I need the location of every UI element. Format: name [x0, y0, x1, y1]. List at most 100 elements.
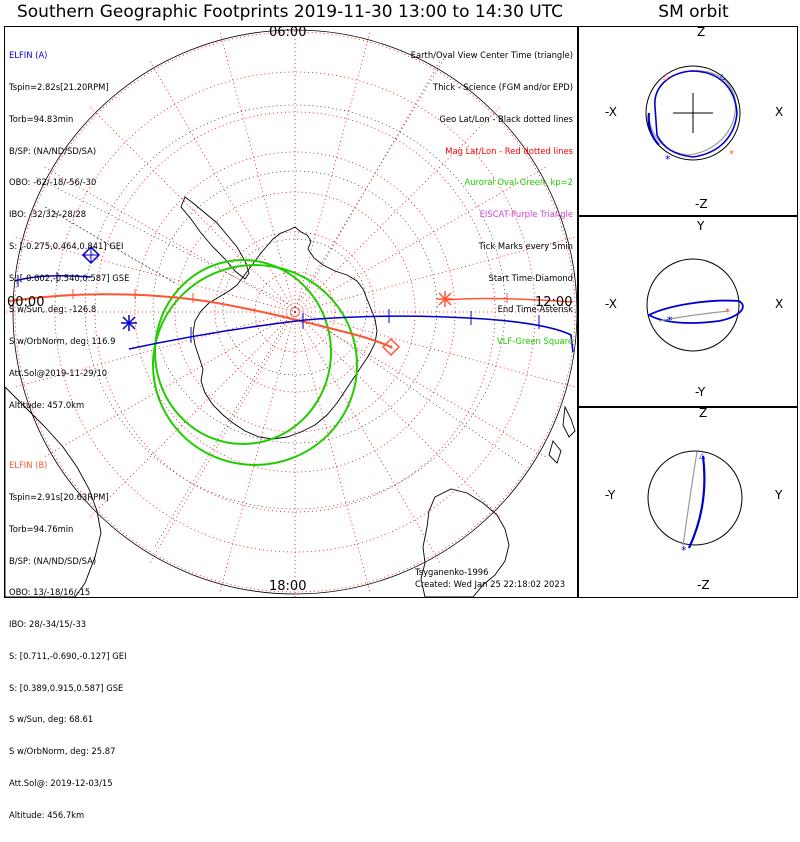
mag-meridian: [294, 106, 501, 313]
elfin-b-line: Altitude: 456.7km: [9, 809, 85, 820]
elfin-b-triangle: △: [663, 72, 670, 81]
elfin-b-ticks: [72, 289, 508, 303]
elfin-b-line: S w/OrbNorm, deg: 25.87: [9, 746, 116, 757]
legend-item: Earth/Oval View Center Time (triangle): [410, 50, 573, 61]
africa-coastline: [5, 386, 102, 597]
elfin-b-line: Att.Sol@: 2019-12-03/15: [9, 778, 113, 788]
elfin-b-line: S: [0.711,-0.690,-0.127] GEI: [9, 650, 127, 661]
model-credit: Tsyganenko-1996: [415, 567, 489, 577]
sm3-top-label: Z: [699, 406, 708, 420]
mag-meridian: [294, 311, 576, 388]
mag-meridian: [294, 311, 501, 518]
sm2-bottom-label: -Y: [695, 385, 706, 399]
earth-circle: [647, 450, 743, 546]
sm2-left-label: -X: [605, 297, 617, 311]
sm1-right-label: X: [775, 105, 784, 119]
elfin-b-track: [8, 293, 392, 348]
mag-meridian: [43, 311, 296, 458]
elfin-b-triangle: △: [699, 451, 706, 460]
hour-label-right: 12:00: [535, 295, 573, 310]
elfin-b-line: Torb=94.76min: [9, 523, 74, 534]
australia-coastline: [420, 488, 510, 597]
mag-meridian: [89, 106, 296, 313]
footprint-map: [5, 27, 577, 597]
elfin-a-line: S w/Sun, deg: -126.8: [9, 304, 97, 315]
elfin-a-end-asterisk: [121, 315, 137, 331]
legend-item: Tick Marks every 5min: [478, 240, 573, 251]
elfin-b-start-dot: [389, 345, 393, 349]
elfin-a-line: S: [-0.802,-0.540,0.587] GSE: [9, 272, 130, 283]
mag-meridian: [294, 31, 371, 313]
elfin-b-orbit: [682, 451, 698, 547]
elfin-b-orbit: [658, 310, 730, 322]
sm1-top-label: Z: [697, 25, 706, 39]
earth-circle: [645, 65, 741, 161]
hour-label-bottom: 18:00: [269, 579, 307, 594]
new-zealand-coastline: [548, 405, 576, 464]
mag-meridian: [149, 60, 296, 313]
elfin-b-line: OBO: 13/-18/16/-15: [9, 587, 91, 598]
auroral-oval-poleward: [154, 259, 332, 445]
view-direction-line: [44, 206, 176, 284]
earth-circle: [646, 258, 740, 352]
elfin-b-start-marker: *: [725, 307, 730, 318]
horizon-circle: [12, 29, 577, 595]
sm2-right-label: X: [775, 297, 784, 311]
elfin-a-line: IBO: -32/32/-28/28: [9, 209, 87, 220]
elfin-b-start-diamond: [381, 337, 401, 357]
mag-meridian: [294, 60, 441, 313]
mag-meridian: [219, 31, 296, 313]
sm-orbit-xy: * *: [646, 258, 744, 352]
elfin-a-line: Torb=94.83min: [9, 113, 74, 124]
elfin-a-line: Att.Sol@2019-11-29/10: [9, 368, 108, 378]
elfin-b-line: S w/Sun, deg: 68.61: [9, 714, 94, 725]
sm3-left-label: -Y: [605, 488, 616, 502]
elfin-a-orbit: [647, 299, 744, 324]
south-america-coastline: [180, 196, 250, 280]
mag-meridian: [294, 311, 547, 458]
legend-item: Geo Lat/Lon - Black dotted lines: [439, 113, 573, 124]
auroral-oval: [152, 259, 358, 466]
elfin-a-line: S w/OrbNorm, deg: 116.9: [9, 336, 116, 347]
mag-meridian: [294, 311, 441, 564]
legend-item: EISCAT-Purple Triangle: [479, 209, 573, 220]
mag-meridian: [219, 311, 296, 593]
mag-meridian: [294, 166, 547, 313]
elfin-a-line: Tspin=2.82s[21.20RPM]: [9, 81, 109, 92]
sm-orbit-yz: * △: [647, 450, 743, 557]
elfin-a-end-marker: *: [667, 314, 673, 327]
sm-orbit-xz: * * △ △: [645, 65, 741, 166]
mag-meridian: [294, 311, 371, 593]
elfin-a-line: Altitude: 457.0km: [9, 399, 85, 410]
legend-item: Start Time-Diamond: [488, 272, 573, 283]
elfin-a-end-marker: *: [665, 153, 671, 166]
sm-panel-xz: * * △ △ Z -Z -X X: [578, 25, 798, 216]
page-title: Southern Geographic Footprints 2019-11-3…: [16, 2, 563, 22]
elfin-b-line: IBO: 28/-34/15/-33: [9, 619, 87, 630]
legend: Earth/Oval View Center Time (triangle) T…: [411, 29, 573, 368]
geo-lat-circle: [84, 104, 506, 510]
geo-meridian: [294, 56, 446, 308]
elfin-a-line: S: [-0.275,0.464,0.841] GEI: [9, 240, 124, 251]
footprint-map-panel: 06:00 00:00 12:00 18:00 ELFIN (A) Tspin=…: [4, 25, 578, 820]
legend-item: Auroral Oval-Green, kp=2: [464, 177, 573, 188]
geo-grid: [34, 56, 526, 548]
elfin-a-line: OBO: -62/-18/-56/-30: [9, 177, 97, 188]
legend-item: Thick - Science (FGM and/or EPD): [432, 81, 573, 92]
elfin-a-title: ELFIN (A): [9, 50, 48, 61]
elfin-a-ticks: [17, 272, 540, 343]
elfin-a-info: ELFIN (A) Tspin=2.82s[21.20RPM] Torb=94.…: [9, 29, 129, 432]
elfin-b-end-asterisk: [437, 291, 453, 307]
elfin-b-start-marker: *: [729, 149, 734, 160]
legend-item: End Time-Asterisk: [497, 304, 573, 315]
elfin-a-track: [14, 275, 574, 353]
elfin-a-triangle: △: [719, 72, 726, 81]
geo-meridian: [34, 176, 296, 308]
geo-meridian: [294, 306, 526, 468]
legend-item: VLF-Green Square: [496, 336, 573, 347]
elfin-a-orbit: [654, 70, 738, 158]
elfin-b-line: S: [0.389,0.915,0.587] GSE: [9, 682, 124, 693]
antarctica-coastline: [192, 226, 378, 440]
sm-panel-yz: * △ Z -Z -Y Y: [578, 406, 798, 598]
elfin-b-line: B/SP: (NA/ND/SD/SA): [9, 555, 97, 566]
